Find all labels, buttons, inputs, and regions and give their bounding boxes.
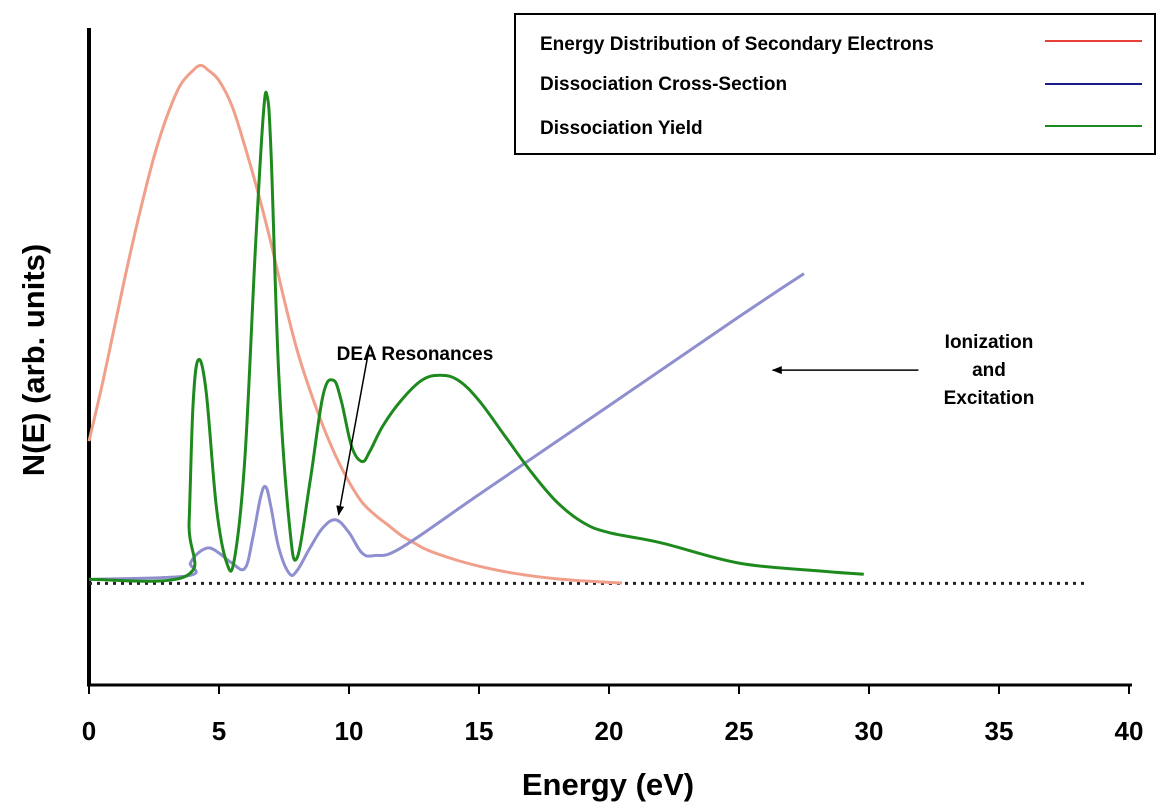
annotation-dea-resonances: DEA Resonances [336, 344, 494, 516]
x-tick-label: 5 [212, 716, 226, 746]
annotation-dea-arrow [336, 344, 371, 516]
series-dissociation-yield [88, 90, 864, 583]
x-axis-title: Energy (eV) [522, 767, 694, 802]
legend-label-dissociation-yield: Dissociation Yield [540, 118, 703, 139]
series-secondary-electrons [87, 63, 623, 585]
legend-label-secondary-electrons: Energy Distribution of Secondary Electro… [540, 34, 934, 55]
x-tick-label: 10 [335, 716, 364, 746]
annotation-ionization: Ionization and Excitation [771, 332, 1035, 409]
x-tick-label: 30 [855, 716, 884, 746]
legend-label-cross-section: Dissociation Cross-Section [540, 74, 787, 95]
x-tick-label: 25 [725, 716, 754, 746]
annotation-ion-line-2: and [972, 360, 1006, 381]
legend: Energy Distribution of Secondary Electro… [514, 13, 1156, 155]
x-tick-label: 15 [465, 716, 494, 746]
x-tick-label: 0 [82, 716, 96, 746]
x-tick-label: 40 [1115, 716, 1144, 746]
annotation-ion-line-3: Excitation [944, 388, 1035, 409]
x-tick-label: 35 [985, 716, 1014, 746]
x-ticks: 0 5 10 15 20 25 30 35 40 [82, 685, 1144, 746]
y-axis-title: N(E) (arb. units) [16, 244, 51, 477]
annotation-ion-line-1: Ionization [945, 332, 1034, 353]
series-group [87, 63, 864, 585]
x-tick-label: 20 [595, 716, 624, 746]
annotation-dea-text: DEA Resonances [337, 344, 494, 365]
series-cross-section [88, 272, 805, 581]
